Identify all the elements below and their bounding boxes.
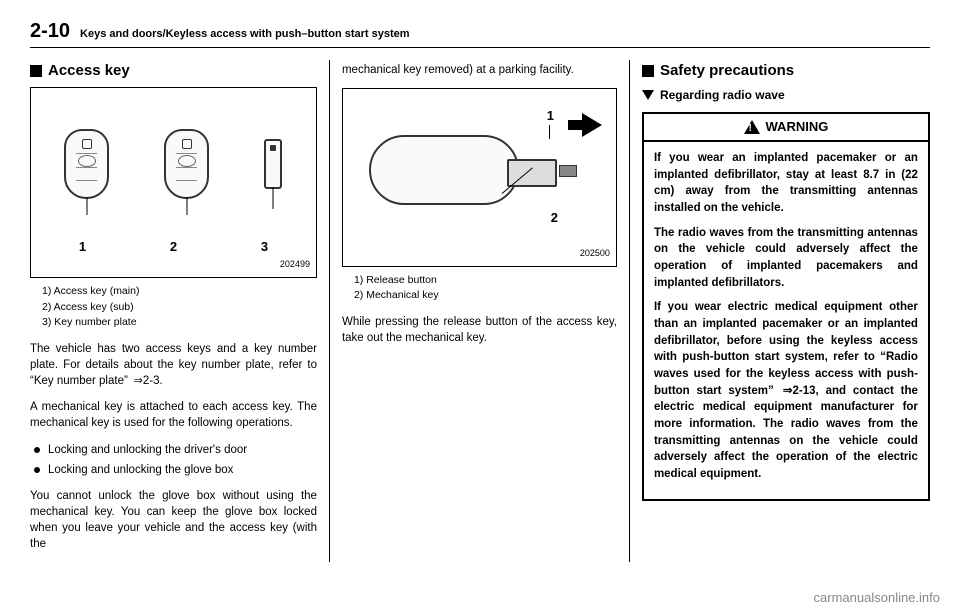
warning-paragraph: The radio waves from the transmitting an…	[654, 225, 918, 292]
legend-item: 1) Release button	[354, 273, 617, 289]
mechanical-key-blade	[559, 165, 577, 177]
bullet-text: Locking and unlocking the driver's door	[48, 442, 247, 458]
legend-item: 2) Mechanical key	[354, 288, 617, 304]
square-bullet-icon	[30, 65, 42, 77]
square-bullet-icon	[642, 65, 654, 77]
callout-number: 2	[551, 209, 558, 227]
column-1: Access key 1 2 3 202499 1)	[30, 60, 330, 562]
content-columns: Access key 1 2 3 202499 1)	[30, 60, 930, 562]
key-sub-illustration	[164, 129, 209, 199]
warning-paragraph: If you wear electric medical equipment o…	[654, 299, 918, 482]
paragraph: A mechanical key is attached to each acc…	[30, 399, 317, 431]
figure-legend: 1) Release button 2) Mechanical key	[354, 273, 617, 305]
column-2: mechanical key removed) at a parking fac…	[330, 60, 630, 562]
legend-item: 3) Key number plate	[42, 315, 317, 331]
legend-item: 1) Access key (main)	[42, 284, 317, 300]
figure-id: 202500	[349, 247, 610, 260]
subheading-text: Regarding radio wave	[660, 87, 785, 104]
arrow-right-icon	[582, 113, 602, 137]
bullet-text: Locking and unlocking the glove box	[48, 462, 233, 478]
bullet-icon	[34, 467, 40, 473]
figure-inner: 1 2	[349, 95, 610, 245]
list-item: Locking and unlocking the driver's door	[30, 442, 317, 458]
page-header: 2-10 Keys and doors/Keyless access with …	[30, 20, 930, 48]
triangle-down-icon	[642, 90, 654, 100]
legend-item: 2) Access key (sub)	[42, 300, 317, 316]
paragraph-continued: mechanical key removed) at a parking fac…	[342, 62, 617, 78]
figure-mechanical-key: 1 2 202500	[342, 88, 617, 267]
heading-text: Access key	[48, 60, 130, 81]
warning-header: WARNING	[644, 114, 928, 142]
figure-id: 202499	[37, 258, 310, 271]
paragraph: The vehicle has two access keys and a ke…	[30, 341, 317, 389]
warning-box: WARNING If you wear an implanted pacemak…	[642, 112, 930, 501]
callout-number: 1	[547, 107, 554, 125]
figure-legend: 1) Access key (main) 2) Access key (sub)…	[42, 284, 317, 331]
warning-triangle-icon	[744, 120, 760, 134]
section-heading-access-key: Access key	[30, 60, 317, 81]
figure-labels-row: 1 2 3	[37, 238, 310, 256]
key-main-illustration	[64, 129, 109, 199]
figure-access-keys: 1 2 3 202499	[30, 87, 317, 278]
figure-inner	[37, 94, 310, 234]
warning-paragraph: If you wear an implanted pacemaker or an…	[654, 150, 918, 217]
paragraph: You cannot unlock the glove box without …	[30, 488, 317, 552]
warning-label: WARNING	[766, 118, 829, 136]
heading-text: Safety precautions	[660, 60, 794, 81]
warning-body: If you wear an implanted pacemaker or an…	[644, 142, 928, 499]
page-number: 2-10	[30, 20, 70, 43]
subheading-radio-wave: Regarding radio wave	[642, 87, 930, 104]
fig-label: 1	[79, 238, 86, 256]
bullet-icon	[34, 447, 40, 453]
callout-line	[549, 125, 550, 139]
bullet-list: Locking and unlocking the driver's door …	[30, 442, 317, 478]
fig-label: 2	[170, 238, 177, 256]
paragraph: While pressing the release button of the…	[342, 314, 617, 346]
key-number-plate-illustration	[264, 139, 282, 189]
header-title: Keys and doors/Keyless access with push–…	[80, 28, 410, 40]
section-heading-safety: Safety precautions	[642, 60, 930, 81]
column-3: Safety precautions Regarding radio wave …	[630, 60, 930, 562]
list-item: Locking and unlocking the glove box	[30, 462, 317, 478]
watermark: carmanualsonline.info	[814, 590, 940, 605]
fig-label: 3	[261, 238, 268, 256]
access-key-side-illustration	[369, 135, 519, 205]
